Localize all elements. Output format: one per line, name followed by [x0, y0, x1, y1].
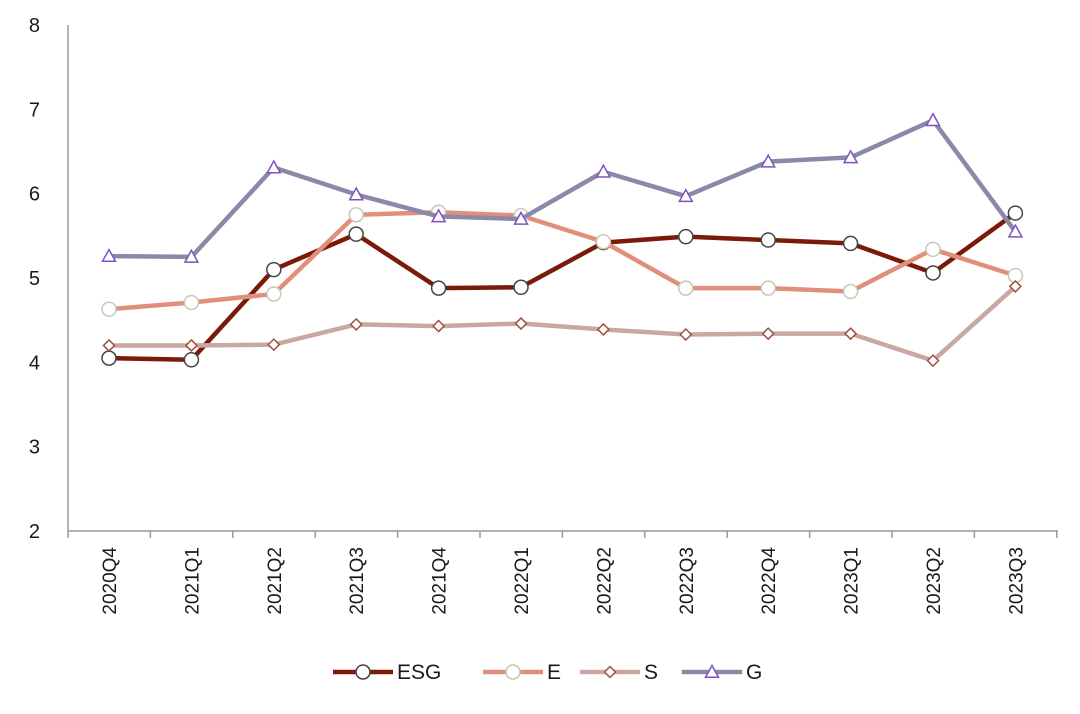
x-tick-label: 2021Q1: [182, 547, 203, 615]
series-e-point: [925, 241, 941, 258]
x-tick-label: 2022Q4: [759, 547, 780, 615]
series-s-point: [349, 317, 363, 331]
y-axis-ticks: 2 3 4 5 6 7 8: [29, 15, 40, 543]
series-g-point: [430, 208, 447, 223]
series-esg-point: [266, 261, 282, 278]
series-g: [101, 112, 1024, 263]
legend: ESG E S G: [333, 661, 762, 684]
series-s-point: [926, 354, 940, 368]
series-g-point: [842, 149, 859, 164]
series-esg-point: [348, 226, 364, 242]
series-s-point: [844, 327, 858, 341]
x-tick-label: 2023Q1: [842, 547, 863, 615]
x-tick-label: 2023Q2: [924, 547, 945, 615]
series-s: [102, 279, 1022, 368]
series-s-point: [102, 338, 116, 353]
series-s-point: [432, 319, 446, 333]
legend-marker-g: [704, 663, 720, 678]
series-g-line: [108, 118, 1018, 260]
series-g-point: [266, 159, 282, 174]
series-esg: [101, 205, 1024, 368]
series-esg-point: [842, 235, 859, 252]
series-s-point: [596, 322, 610, 337]
series-g-point: [925, 112, 941, 127]
series-esg-point: [925, 265, 941, 281]
legend-label-e: E: [547, 661, 561, 684]
series-esg-point: [183, 352, 200, 368]
series-g-point: [183, 248, 200, 263]
series-g-point: [1007, 223, 1024, 238]
legend-item-esg: ESG: [333, 661, 441, 684]
series-e-point: [842, 283, 859, 300]
series-s-point: [514, 316, 528, 331]
x-tick-label: 2021Q2: [265, 547, 286, 615]
chart-axes: [67, 25, 1058, 532]
y-tick-label: 2: [29, 521, 40, 543]
series-esg-point: [678, 228, 694, 245]
x-tick-label: 2022Q3: [677, 547, 698, 615]
series-g-point: [348, 186, 364, 201]
y-tick-label: 8: [29, 15, 40, 37]
series-e-point: [348, 207, 364, 223]
series-g-point: [513, 210, 529, 225]
legend-marker-e: [505, 664, 521, 680]
series-esg-point: [513, 279, 529, 296]
series-g-point: [760, 153, 776, 168]
series-e: [101, 204, 1024, 317]
x-axis-ticks: 2020Q4 2021Q1 2021Q2 2021Q3 2021Q4 2022Q1 2022…: [67, 531, 1058, 615]
legend-item-s: S: [580, 661, 658, 684]
y-tick-label: 3: [29, 437, 40, 459]
y-tick-label: 6: [29, 184, 40, 206]
series-s-point: [267, 338, 281, 352]
series-group: [101, 112, 1024, 368]
series-g-point: [595, 163, 612, 178]
x-tick-label: 2020Q4: [100, 547, 121, 615]
series-esg-point: [430, 280, 447, 296]
series-s-point: [184, 338, 198, 353]
legend-marker-s: [603, 665, 617, 679]
series-s-point: [1008, 279, 1022, 293]
y-tick-label: 7: [29, 99, 40, 121]
series-s-point: [679, 327, 693, 342]
series-e-point: [760, 280, 776, 296]
legend-label-s: S: [644, 661, 658, 684]
legend-marker-esg: [355, 664, 371, 680]
legend-item-e: E: [483, 661, 561, 684]
series-e-point: [678, 280, 694, 296]
y-tick-label: 4: [29, 352, 40, 374]
series-e-point: [101, 301, 117, 317]
series-esg-point: [1007, 205, 1024, 221]
x-tick-label: 2022Q1: [512, 547, 533, 615]
series-e-point: [266, 286, 282, 302]
series-e-point: [183, 294, 200, 311]
legend-label-g: G: [746, 661, 762, 684]
x-tick-label: 2021Q4: [430, 547, 451, 615]
legend-label-esg: ESG: [397, 661, 441, 684]
series-s-point: [761, 327, 775, 341]
series-e-point: [595, 233, 612, 250]
series-esg-line: [108, 211, 1017, 363]
series-g-point: [101, 248, 117, 263]
series-g-point: [678, 188, 694, 203]
legend-item-g: G: [682, 661, 762, 684]
series-esg-point: [760, 232, 776, 248]
x-tick-label: 2021Q3: [347, 547, 368, 615]
x-tick-label: 2023Q3: [1006, 547, 1027, 615]
series-esg-point: [101, 350, 117, 366]
y-tick-label: 5: [29, 268, 40, 290]
x-tick-label: 2022Q2: [594, 547, 615, 615]
series-e-line: [108, 209, 1017, 312]
series-s-line: [109, 284, 1017, 363]
